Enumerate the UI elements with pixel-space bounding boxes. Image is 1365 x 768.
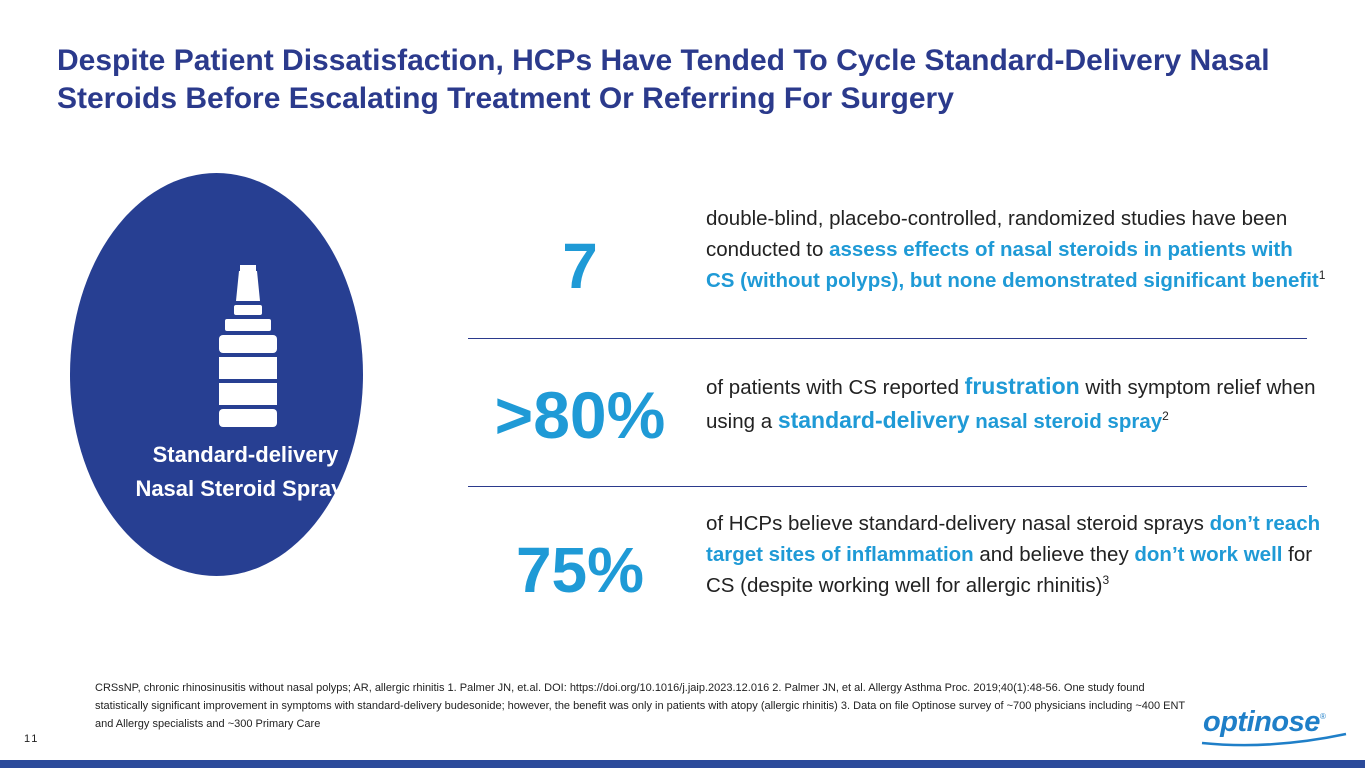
stat-text: of HCPs believe standard-delivery nasal … <box>706 512 1210 535</box>
stat-value-hcps: 75% <box>515 534 645 606</box>
stat-description-hcps: of HCPs believe standard-delivery nasal … <box>706 508 1326 601</box>
footnote-ref: 2 <box>1162 409 1169 424</box>
stat-text: with symptom relief when using a <box>706 376 1316 433</box>
circle-label-line1: Standard-delivery <box>152 442 339 467</box>
stat-text: for CS (despite working well for allergi… <box>706 543 1313 597</box>
standard-delivery-circle: Standard-delivery Nasal Steroid Sprays <box>70 173 363 576</box>
footnote-ref: 1 <box>1318 268 1326 283</box>
section-divider <box>468 338 1307 339</box>
circle-background <box>70 173 363 576</box>
registered-mark: ® <box>1320 712 1326 721</box>
nasal-spray-bottle-icon <box>219 265 277 427</box>
bottom-bar <box>0 760 1365 768</box>
stat-value-studies: 7 <box>562 230 598 302</box>
stat-highlight: assess effects of nasal steroids in pati… <box>706 238 1319 292</box>
page-title: Despite Patient Dissatisfaction, HCPs Ha… <box>57 44 1270 115</box>
circle-label-line2: Nasal Steroid Sprays <box>135 476 356 501</box>
stat-highlight: nasal steroid spray <box>969 410 1163 433</box>
logo-swoosh-icon <box>1201 732 1347 747</box>
section-divider <box>468 486 1307 487</box>
footnote-references: CRSsNP, chronic rhinosinusitis without n… <box>95 682 1185 730</box>
stat-highlight: don’t reach target sites of inflammation <box>706 512 1321 566</box>
page-number: 11 <box>24 733 40 745</box>
stat-description-studies: double-blind, placebo-controlled, random… <box>706 203 1326 296</box>
stat-description-frustration: of patients with CS reported frustration… <box>706 370 1326 438</box>
footnote-ref: 3 <box>1102 573 1110 588</box>
stat-highlight: standard-delivery <box>777 407 970 433</box>
stat-value-frustration: >80% <box>494 378 666 452</box>
stat-text: double-blind, placebo-controlled, random… <box>706 207 1288 261</box>
circle-label: Standard-delivery Nasal Steroid Sprays <box>90 438 401 506</box>
stat-highlight: frustration <box>964 373 1080 399</box>
stat-text: and believe they <box>973 543 1135 566</box>
stat-text: of patients with CS reported <box>706 376 965 399</box>
stat-highlight: don’t work well <box>1134 543 1283 566</box>
optinose-logo: optinose <box>1203 706 1320 738</box>
